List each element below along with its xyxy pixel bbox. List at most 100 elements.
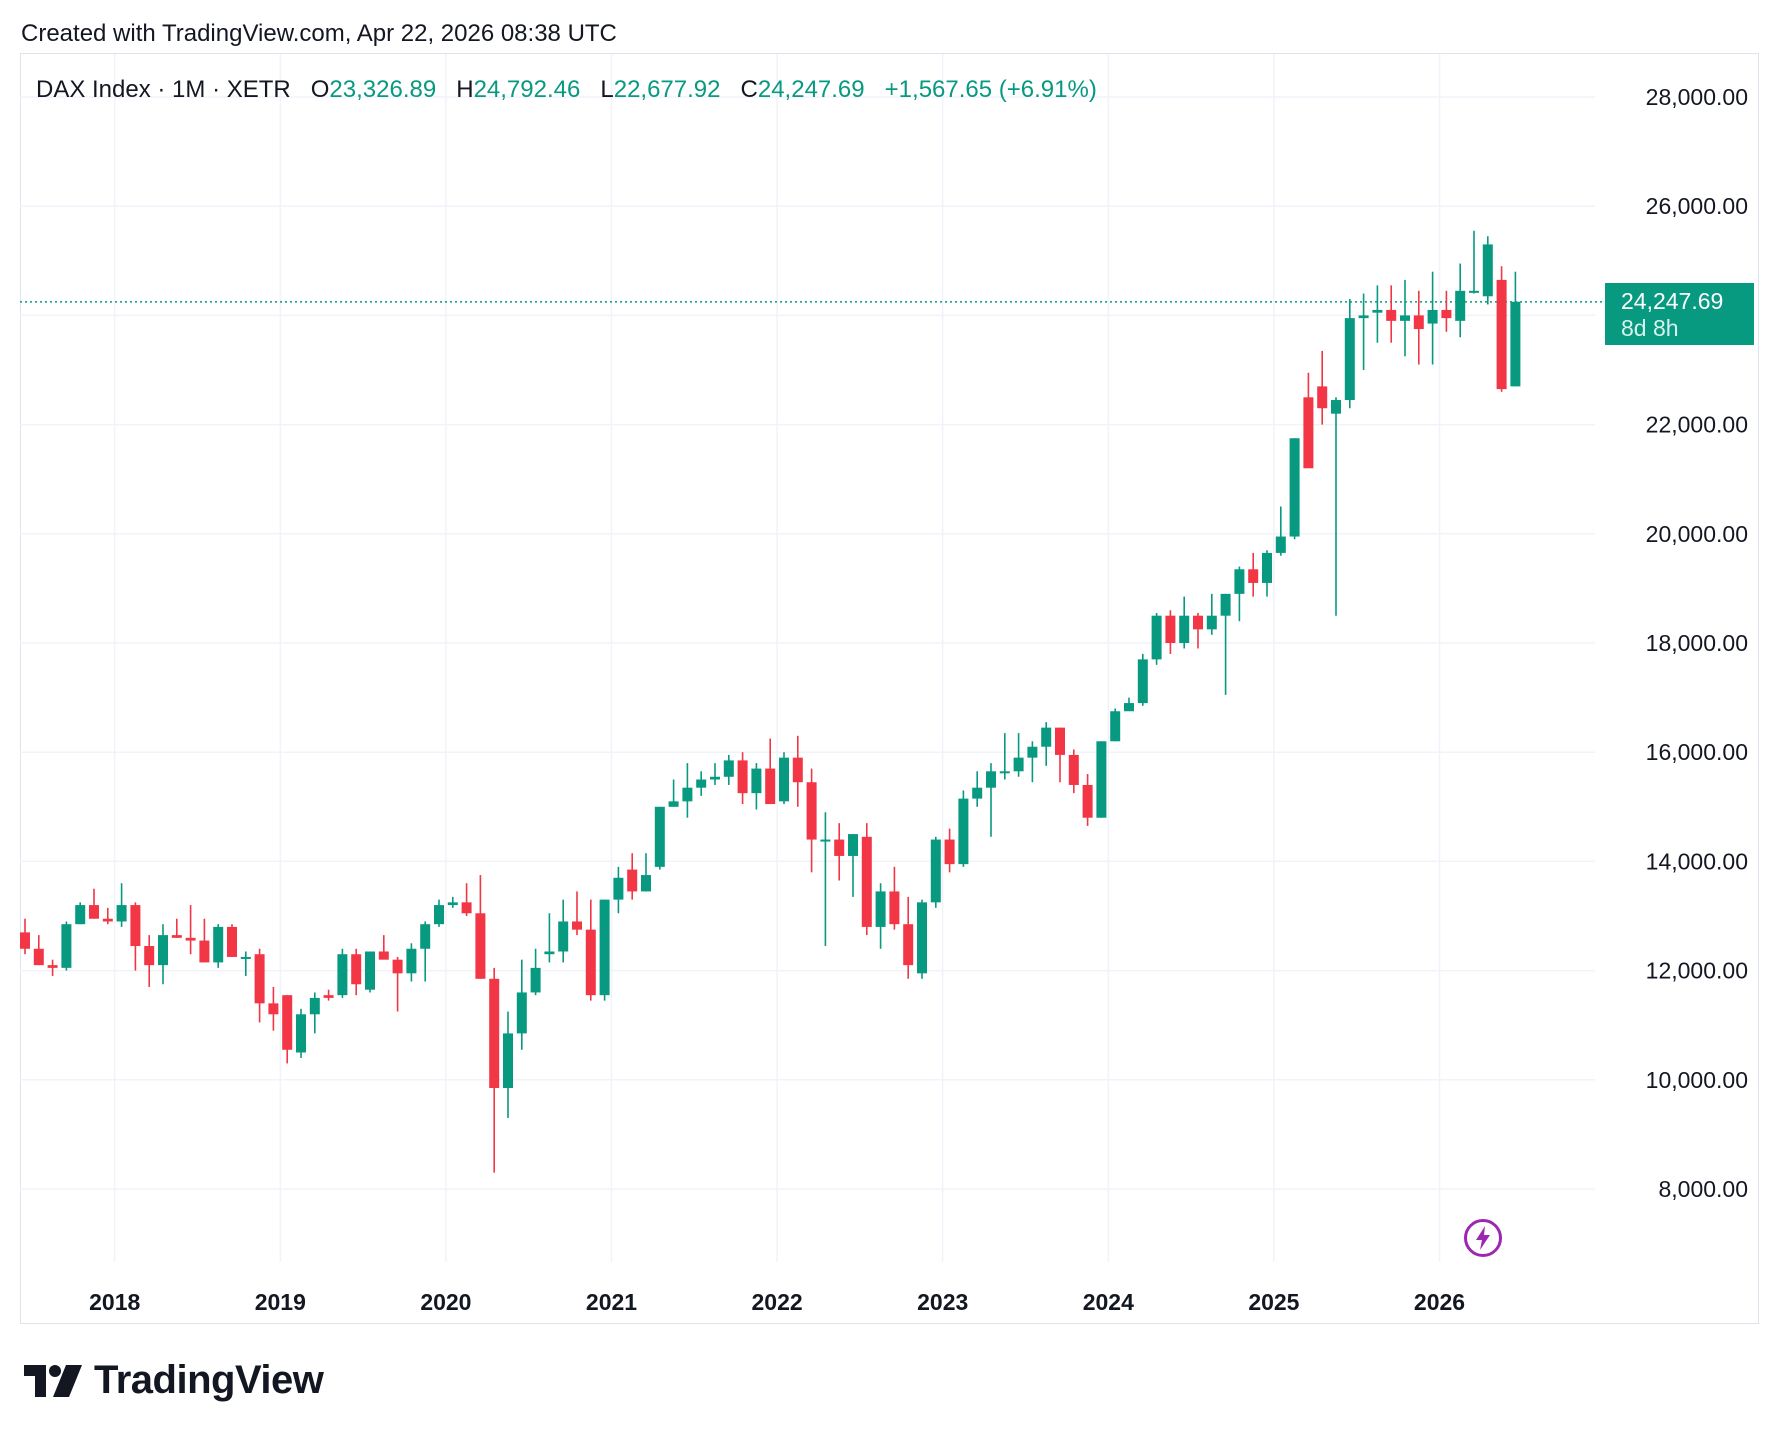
- candle-up: [1344, 299, 1355, 409]
- candle-up: [641, 853, 651, 892]
- candle-body: [434, 905, 444, 925]
- candle-down: [1317, 350, 1328, 425]
- x-tick-label: 2024: [1083, 1289, 1134, 1315]
- candle-body: [1179, 615, 1190, 643]
- x-tick-label: 2023: [917, 1289, 968, 1315]
- y-tick-label: 20,000.00: [1646, 521, 1748, 547]
- candle-body: [1427, 309, 1438, 324]
- candle-body: [737, 760, 748, 794]
- candle-down: [475, 875, 486, 979]
- chart-frame[interactable]: [20, 53, 1759, 1324]
- candle-up: [779, 752, 789, 805]
- candle-body: [889, 891, 900, 925]
- candle-up: [654, 806, 665, 870]
- candle-body: [1096, 741, 1107, 818]
- legend-close-label: C: [740, 76, 758, 103]
- candle-up: [516, 959, 527, 1050]
- candle-body: [1400, 315, 1410, 321]
- candle-body: [1358, 315, 1369, 319]
- last-price-value: 24,247.69: [1621, 288, 1724, 314]
- candle-up: [1262, 550, 1272, 597]
- candle-body: [903, 924, 914, 966]
- candle-body: [282, 995, 293, 1050]
- candle-down: [254, 948, 265, 1023]
- candle-body: [1110, 711, 1121, 742]
- candle-up: [1041, 722, 1052, 766]
- candle-body: [323, 995, 334, 998]
- candle-up: [1331, 397, 1341, 616]
- candle-up: [213, 924, 224, 968]
- candle-body: [1082, 784, 1093, 818]
- candle-body: [585, 929, 596, 996]
- legend-high-label: H: [456, 76, 474, 103]
- candle-body: [972, 787, 983, 799]
- candle-down: [185, 905, 196, 955]
- candle-body: [613, 877, 624, 900]
- candle-body: [806, 782, 817, 840]
- candle-up: [1400, 279, 1410, 357]
- x-tick-label: 2025: [1248, 1289, 1299, 1315]
- lightning-icon[interactable]: [1463, 1218, 1503, 1258]
- candle-up: [1234, 566, 1245, 622]
- legend-close-value: 24,247.69: [757, 76, 865, 103]
- candle-body: [958, 798, 969, 865]
- candle-body: [641, 875, 651, 892]
- tradingview-logo[interactable]: TradingView: [24, 1358, 324, 1403]
- candle-body: [185, 937, 196, 941]
- candle-body: [268, 1003, 279, 1015]
- candle-up: [696, 771, 707, 796]
- legend-open-value: 23,326.89: [329, 76, 437, 103]
- candle-down: [282, 995, 293, 1064]
- candle-body: [309, 997, 320, 1015]
- candle-body: [1344, 318, 1355, 401]
- candle-body: [944, 839, 955, 865]
- candle-down: [765, 738, 776, 805]
- candle-down: [20, 918, 30, 955]
- candle-body: [1124, 703, 1134, 712]
- candle-up: [434, 899, 444, 927]
- candle-down: [33, 935, 44, 966]
- candle-body: [917, 902, 927, 974]
- candle-body: [530, 967, 541, 993]
- candle-down: [1441, 290, 1452, 332]
- candle-up: [875, 883, 886, 949]
- x-tick-label: 2021: [586, 1289, 637, 1315]
- candle-up: [1137, 653, 1148, 706]
- candle-up: [1110, 708, 1121, 742]
- candle-down: [392, 956, 403, 1012]
- candle-up: [1013, 733, 1024, 777]
- candle-up: [420, 921, 431, 982]
- candle-body: [61, 924, 72, 968]
- candle-down: [944, 828, 955, 873]
- candle-up: [75, 902, 86, 925]
- candle-body: [1289, 438, 1300, 537]
- candle-up: [406, 943, 417, 982]
- candle-up: [1124, 697, 1134, 712]
- candle-body: [20, 932, 30, 949]
- candle-body: [1262, 552, 1272, 583]
- tradingview-wordmark: TradingView: [94, 1358, 324, 1402]
- candle-body: [1482, 244, 1493, 297]
- candle-body: [1248, 569, 1259, 583]
- candle-body: [75, 905, 86, 925]
- candle-body: [420, 924, 431, 949]
- price-axis: 8,000.00 10,000.00 12,000.00 14,000.00 16,00…: [1646, 84, 1748, 1202]
- candle-down: [1386, 285, 1397, 343]
- time-axis: 2018 2019 2020 2021 2022 2023 2024 2025 2026: [89, 1289, 1465, 1315]
- candle-body: [696, 779, 707, 788]
- candle-body: [144, 946, 155, 966]
- candle-down: [171, 918, 182, 938]
- candle-down: [89, 888, 99, 919]
- candle-body: [930, 839, 941, 903]
- candle-body: [723, 760, 734, 777]
- candle-body: [351, 954, 362, 985]
- candle-up: [599, 899, 610, 1001]
- candle-down: [461, 883, 472, 916]
- legend-low-value: 22,677.92: [613, 76, 721, 103]
- candle-body: [820, 839, 831, 842]
- candle-up: [1455, 263, 1466, 338]
- candle-down: [268, 986, 279, 1031]
- candle-down: [737, 752, 748, 805]
- y-tick-label: 26,000.00: [1646, 193, 1748, 219]
